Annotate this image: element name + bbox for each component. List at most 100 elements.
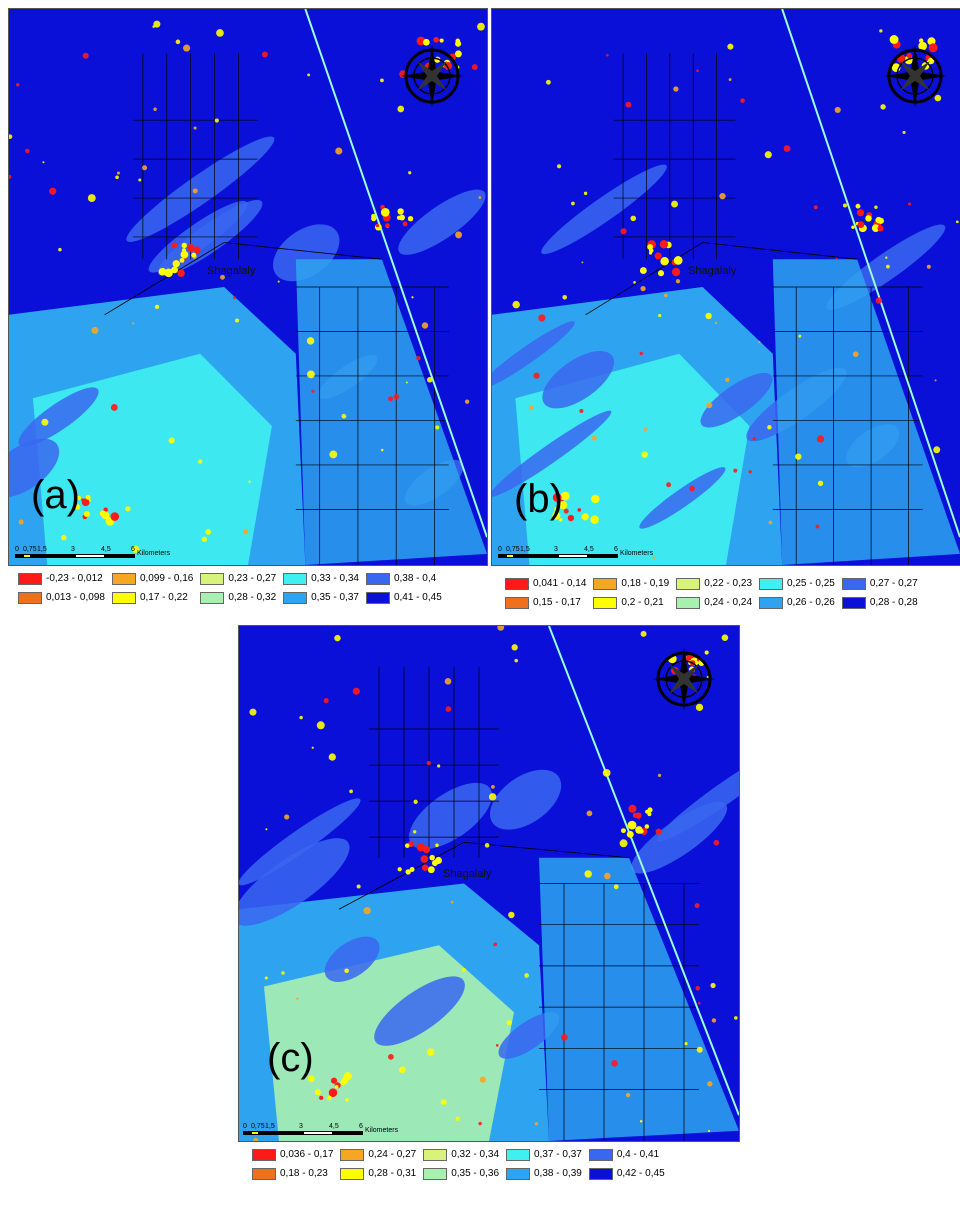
scale-tick: 4,5: [584, 546, 594, 553]
map-panel-a: Shagalaly (a) 0 0,75 1,5 3 4,5 6 Kilomet…: [8, 8, 488, 566]
raster-map: [239, 626, 739, 1141]
raster-map: [492, 9, 960, 565]
legend-label: 0,18 - 0,19: [621, 578, 670, 589]
scale-unit: Kilometers: [620, 550, 654, 557]
legend-label: 0,27 - 0,27: [869, 578, 918, 589]
scale-tick: 0,75: [251, 1123, 265, 1130]
legend-label: 0,23 - 0,27: [228, 573, 277, 584]
panel-label: (c): [267, 1036, 314, 1080]
legend-item: -0,23 - 0,012: [18, 570, 105, 587]
scale-tick: 3: [71, 546, 75, 553]
legend-item: 0,22 - 0,23: [676, 575, 752, 592]
scale-tick: 6: [359, 1123, 363, 1130]
scale-tick: 1,5: [37, 546, 47, 553]
raster-map: [9, 9, 487, 565]
legend-label: 0,24 - 0,27: [368, 1149, 417, 1160]
legend-item: 0,4 - 0,41: [588, 1146, 665, 1163]
legend-item: 0,013 - 0,098: [18, 589, 105, 606]
legend-swatch: [365, 591, 390, 604]
scale-tick: 4,5: [329, 1123, 339, 1130]
legend-a: -0,23 - 0,012 0,013 - 0,098 0,099 - 0,16…: [18, 570, 442, 606]
scale-bar-segments: [243, 1131, 363, 1135]
panel-label: (a): [31, 473, 80, 517]
legend-swatch: [841, 596, 866, 609]
legend-label: 0,25 - 0,25: [787, 578, 835, 589]
legend-label: 0,37 - 0,37: [534, 1149, 582, 1160]
legend-label: 0,41 - 0,45: [393, 592, 442, 603]
north-arrow-compass-icon: [884, 45, 946, 107]
legend-item: 0,28 - 0,32: [200, 589, 276, 606]
legend-label: 0,33 - 0,34: [311, 573, 359, 584]
legend-item: 0,26 - 0,26: [759, 594, 835, 611]
legend-item: 0,24 - 0,27: [340, 1146, 416, 1163]
legend-label: 0,15 - 0,17: [533, 597, 581, 608]
panel-label: (b): [514, 477, 563, 521]
legend-label: 0,2 - 0,21: [621, 597, 664, 608]
legend-label: 0,22 - 0,23: [704, 578, 752, 589]
legend-item: 0,2 - 0,21: [593, 594, 669, 611]
scale-bar: 0 0,75 1,5 3 4,5 6 Kilometers: [15, 546, 175, 562]
legend-swatch: [423, 1148, 448, 1161]
legend-swatch: [676, 577, 701, 590]
town-label: Shagalaly: [443, 868, 492, 880]
legend-swatch: [759, 577, 783, 590]
legend-swatch: [18, 591, 42, 604]
legend-item: 0,37 - 0,37: [506, 1146, 582, 1163]
legend-item: 0,41 - 0,45: [365, 589, 442, 606]
scale-tick: 1,5: [520, 546, 530, 553]
legend-item: 0,27 - 0,27: [841, 575, 918, 592]
scale-tick: 0: [15, 546, 19, 553]
north-arrow-compass-icon: [653, 648, 715, 710]
map-panel-c: Shagalaly (c) 0 0,75 1,5 3 4,5 6 Kilomet…: [238, 625, 740, 1142]
legend-swatch: [18, 572, 42, 585]
legend-swatch: [252, 1167, 276, 1180]
town-label: Shagalaly: [688, 265, 737, 277]
legend-label: 0,041 - 0,14: [533, 578, 587, 589]
legend-swatch: [593, 596, 618, 609]
legend-swatch: [593, 577, 618, 590]
legend-label: -0,23 - 0,012: [46, 573, 103, 584]
legend-b: 0,041 - 0,14 0,15 - 0,17 0,18 - 0,19 0,2…: [505, 575, 918, 611]
north-arrow-compass-icon: [401, 45, 463, 107]
legend-swatch: [505, 596, 529, 609]
legend-label: 0,35 - 0,37: [311, 592, 359, 603]
legend-label: 0,38 - 0,39: [534, 1168, 582, 1179]
legend-swatch: [111, 591, 136, 604]
map-panel-b: Shagalaly (b) 0 0,75 1,5 3 4,5 6 Kilomet…: [491, 8, 960, 566]
legend-label: 0,24 - 0,24: [704, 597, 752, 608]
legend-item: 0,38 - 0,4: [365, 570, 442, 587]
scale-tick: 1,5: [265, 1123, 275, 1130]
legend-swatch: [283, 591, 308, 604]
legend-item: 0,15 - 0,17: [505, 594, 586, 611]
legend-swatch: [676, 596, 701, 609]
legend-item: 0,099 - 0,16: [111, 570, 193, 587]
scale-tick: 0,75: [506, 546, 520, 553]
legend-swatch: [588, 1167, 613, 1180]
legend-label: 0,32 - 0,34: [451, 1149, 499, 1160]
scale-tick: 0: [498, 546, 502, 553]
legend-label: 0,28 - 0,32: [228, 592, 277, 603]
scale-tick: 3: [554, 546, 558, 553]
scale-tick: 4,5: [101, 546, 111, 553]
legend-item: 0,041 - 0,14: [505, 575, 586, 592]
legend-item: 0,28 - 0,31: [340, 1165, 416, 1182]
legend-label: 0,35 - 0,36: [451, 1168, 499, 1179]
legend-item: 0,38 - 0,39: [506, 1165, 582, 1182]
legend-swatch: [506, 1167, 530, 1180]
scale-tick: 0,75: [23, 546, 37, 553]
scale-bar-segments: [498, 554, 618, 558]
legend-swatch: [340, 1167, 365, 1180]
legend-item: 0,33 - 0,34: [283, 570, 359, 587]
legend-swatch: [841, 577, 866, 590]
legend-swatch: [200, 591, 225, 604]
scale-tick: 6: [614, 546, 618, 553]
legend-label: 0,42 - 0,45: [616, 1168, 665, 1179]
legend-item: 0,18 - 0,19: [593, 575, 669, 592]
scale-tick: 3: [299, 1123, 303, 1130]
legend-label: 0,28 - 0,28: [869, 597, 918, 608]
legend-swatch: [283, 572, 308, 585]
legend-label: 0,18 - 0,23: [280, 1168, 328, 1179]
legend-item: 0,17 - 0,22: [111, 589, 193, 606]
legend-item: 0,28 - 0,28: [841, 594, 918, 611]
town-label: Shagalaly: [207, 265, 256, 277]
